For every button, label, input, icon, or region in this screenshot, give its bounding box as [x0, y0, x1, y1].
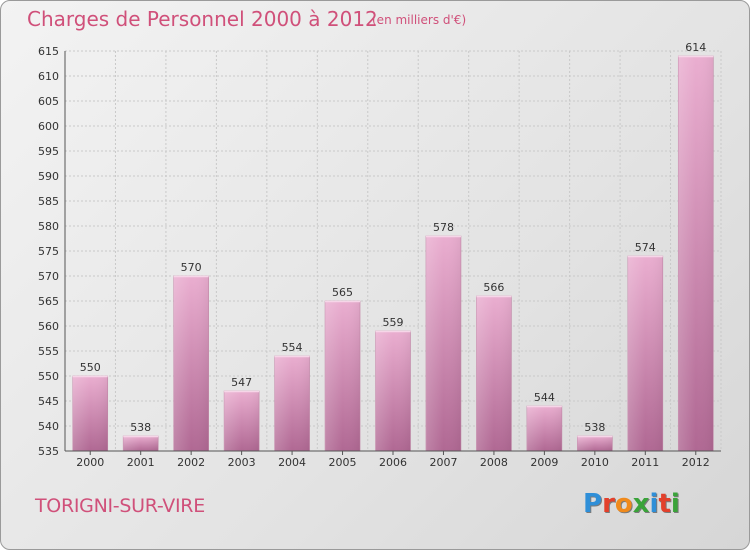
bar-highlight	[72, 376, 108, 451]
bar-value-label: 550	[80, 361, 101, 374]
y-tick-label: 535	[38, 445, 59, 458]
bar-value-label: 538	[584, 421, 605, 434]
x-tick-label: 2007	[429, 456, 457, 469]
logo-letter: P	[583, 489, 603, 519]
bar-highlight	[526, 406, 562, 451]
x-tick-label: 2001	[127, 456, 155, 469]
y-tick-label: 565	[38, 295, 59, 308]
x-tick-label: 2000	[76, 456, 104, 469]
bar-value-label: 559	[383, 316, 404, 329]
y-tick-label: 605	[38, 95, 59, 108]
logo-letter: o	[614, 489, 633, 519]
bar-value-label: 544	[534, 391, 555, 404]
logo-letter: i	[670, 489, 680, 519]
chart-subtitle: (en milliers d'€)	[372, 13, 467, 27]
bar-value-label: 538	[130, 421, 151, 434]
logo-letter: i	[649, 489, 659, 519]
y-tick-label: 545	[38, 395, 59, 408]
y-tick-label: 600	[38, 120, 59, 133]
logo-letter: t	[658, 489, 671, 519]
bar-value-label: 565	[332, 286, 353, 299]
bar-highlight	[678, 56, 714, 451]
bar-value-label: 554	[282, 341, 303, 354]
chart-title: Charges de Personnel 2000 à 2012	[27, 7, 378, 31]
bar-highlight	[123, 436, 159, 451]
y-tick-label: 540	[38, 420, 59, 433]
y-tick-label: 555	[38, 345, 59, 358]
bar-value-label: 547	[231, 376, 252, 389]
bar-value-label: 566	[483, 281, 504, 294]
x-tick-label: 2008	[480, 456, 508, 469]
x-tick-label: 2005	[329, 456, 357, 469]
bar-value-label: 614	[685, 41, 706, 54]
y-tick-label: 615	[38, 45, 59, 58]
x-tick-label: 2004	[278, 456, 306, 469]
y-tick-label: 585	[38, 195, 59, 208]
y-tick-label: 560	[38, 320, 59, 333]
y-tick-label: 595	[38, 145, 59, 158]
x-tick-label: 2002	[177, 456, 205, 469]
x-tick-label: 2012	[682, 456, 710, 469]
logo-letter: r	[602, 489, 615, 519]
y-tick-label: 570	[38, 270, 59, 283]
bar-highlight	[577, 436, 613, 451]
x-tick-label: 2003	[228, 456, 256, 469]
bar-highlight	[224, 391, 260, 451]
logo-letter: x	[632, 489, 650, 519]
bar-highlight	[173, 276, 209, 451]
proxiti-logo: Proxiti	[583, 489, 680, 519]
bar-highlight	[325, 301, 361, 451]
bar-value-label: 578	[433, 221, 454, 234]
x-tick-label: 2010	[581, 456, 609, 469]
bar-value-label: 570	[181, 261, 202, 274]
y-tick-label: 580	[38, 220, 59, 233]
bar-value-label: 574	[635, 241, 656, 254]
x-tick-label: 2009	[530, 456, 558, 469]
bar-highlight	[375, 331, 411, 451]
y-tick-label: 550	[38, 370, 59, 383]
bar-highlight	[274, 356, 310, 451]
y-tick-label: 575	[38, 245, 59, 258]
bar-highlight	[476, 296, 512, 451]
x-tick-label: 2006	[379, 456, 407, 469]
y-tick-label: 610	[38, 70, 59, 83]
y-tick-label: 590	[38, 170, 59, 183]
bar-highlight	[425, 236, 461, 451]
commune-name: TORIGNI-SUR-VIRE	[35, 495, 205, 517]
x-tick-label: 2011	[631, 456, 659, 469]
bar-highlight	[627, 256, 663, 451]
